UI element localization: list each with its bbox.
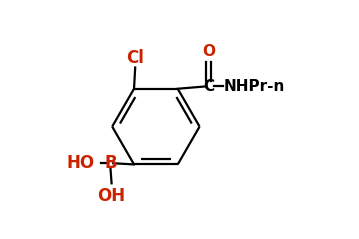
Text: C: C <box>203 79 214 94</box>
Text: O: O <box>202 43 215 59</box>
Text: Cl: Cl <box>126 49 144 67</box>
Text: OH: OH <box>98 187 126 205</box>
Text: B: B <box>104 154 117 172</box>
Text: NHPr-n: NHPr-n <box>224 79 285 94</box>
Text: HO: HO <box>67 154 95 172</box>
